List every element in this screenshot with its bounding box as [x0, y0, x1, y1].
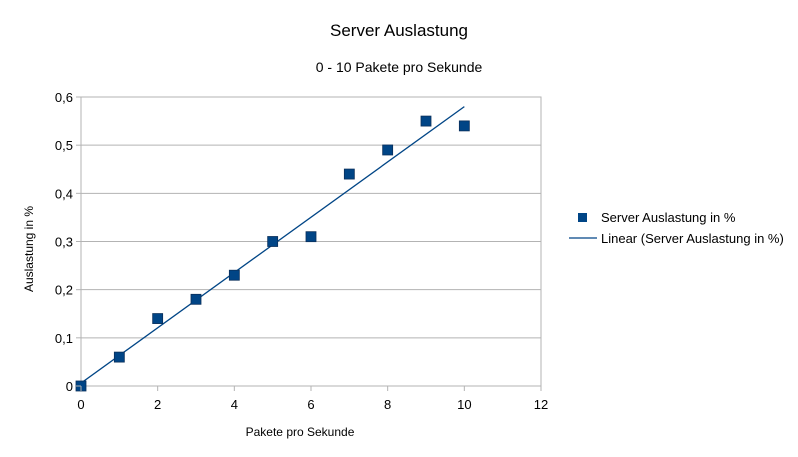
- y-tick-label: 0,4: [55, 186, 73, 201]
- x-tick-label: 4: [231, 397, 238, 412]
- legend-marker-series: [578, 213, 587, 222]
- data-point: [267, 236, 279, 247]
- data-points: [75, 115, 470, 392]
- data-point: [420, 115, 432, 127]
- y-tick-label: 0,3: [55, 235, 73, 250]
- data-point: [228, 269, 240, 281]
- chart-subtitle: 0 - 10 Pakete pro Sekunde: [316, 59, 483, 75]
- x-axis-label: Pakete pro Sekunde: [246, 425, 355, 439]
- data-point: [458, 120, 470, 132]
- chart-title: Server Auslastung: [330, 21, 468, 40]
- data-point: [343, 168, 355, 180]
- x-tick-label: 6: [307, 397, 314, 412]
- x-tick-label: 10: [457, 397, 471, 412]
- y-tick-label: 0,2: [55, 283, 73, 298]
- data-point: [305, 231, 317, 243]
- legend: Server Auslastung in % Linear (Server Au…: [569, 210, 784, 246]
- y-tick-label: 0,1: [55, 331, 73, 346]
- data-point: [382, 144, 394, 156]
- data-point: [152, 313, 164, 324]
- x-tick-label: 12: [534, 397, 548, 412]
- x-tick-label: 8: [384, 397, 391, 412]
- data-point: [113, 351, 125, 363]
- y-axis-label: Auslastung in %: [22, 206, 36, 292]
- x-tick-label: 0: [77, 397, 84, 412]
- y-tick-label: 0,5: [55, 138, 73, 153]
- y-axis-ticks: 0 0,1 0,2 0,3 0,4 0,5 0,6: [55, 90, 81, 394]
- y-tick-label: 0: [66, 379, 73, 394]
- x-tick-label: 2: [154, 397, 161, 412]
- y-tick-label: 0,6: [55, 90, 73, 105]
- legend-label-series: Server Auslastung in %: [601, 210, 736, 225]
- legend-label-trendline: Linear (Server Auslastung in %): [601, 231, 784, 246]
- data-point: [190, 293, 202, 305]
- x-axis-ticks: 0 2 4 6 8 10 12: [77, 386, 548, 412]
